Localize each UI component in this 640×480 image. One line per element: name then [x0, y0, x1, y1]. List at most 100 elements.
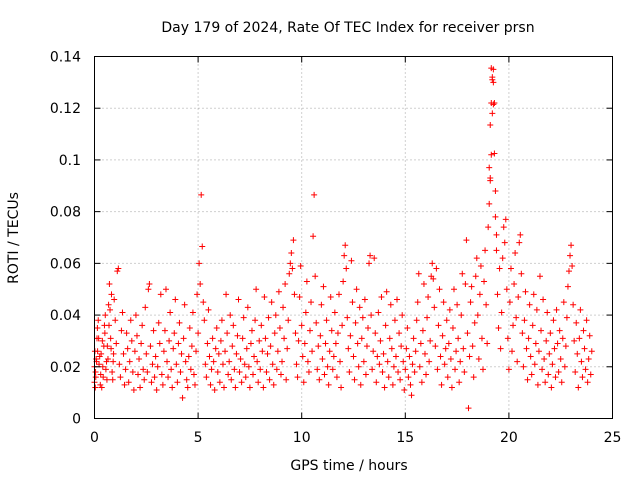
data-point — [196, 260, 203, 267]
data-point — [270, 381, 277, 388]
data-point — [144, 368, 151, 375]
data-point — [207, 381, 214, 388]
data-point — [264, 350, 271, 357]
data-point — [484, 340, 491, 347]
data-point — [301, 340, 308, 347]
data-point — [261, 293, 268, 300]
data-point — [155, 319, 162, 326]
data-point — [219, 361, 226, 368]
data-point — [520, 363, 527, 370]
data-point — [259, 348, 266, 355]
data-point — [95, 317, 102, 324]
data-point — [425, 293, 432, 300]
data-point — [149, 361, 156, 368]
data-point — [174, 379, 181, 386]
data-point — [222, 348, 229, 355]
data-point — [280, 304, 287, 311]
data-point — [367, 252, 374, 259]
data-point — [568, 242, 575, 249]
data-point — [293, 361, 300, 368]
data-point — [348, 257, 355, 264]
data-point — [488, 100, 495, 107]
data-point — [154, 363, 161, 370]
data-point — [99, 337, 106, 344]
data-point — [263, 368, 270, 375]
data-point — [193, 348, 200, 355]
data-point — [548, 384, 555, 391]
data-point — [359, 314, 366, 321]
data-point — [156, 340, 163, 347]
data-point — [490, 66, 497, 73]
data-point — [404, 325, 411, 331]
data-point — [274, 348, 281, 355]
data-point — [585, 356, 592, 363]
data-point — [454, 301, 461, 308]
data-point — [567, 252, 574, 259]
data-point — [240, 314, 247, 321]
data-point — [101, 322, 108, 329]
data-point — [388, 345, 395, 352]
data-point — [543, 337, 550, 344]
data-point — [203, 374, 210, 381]
data-point — [372, 330, 379, 337]
data-point — [558, 379, 565, 386]
data-point — [436, 286, 443, 293]
data-point — [498, 309, 505, 316]
data-point — [502, 216, 509, 223]
data-point — [560, 299, 567, 306]
data-point — [409, 361, 416, 368]
data-point — [279, 358, 286, 365]
data-point — [485, 224, 492, 231]
data-point — [387, 301, 394, 308]
data-point — [328, 327, 335, 334]
data-point — [529, 322, 536, 329]
data-point — [492, 213, 499, 220]
data-point — [303, 278, 310, 285]
data-point — [202, 361, 209, 368]
data-point — [124, 345, 131, 352]
data-point — [472, 273, 479, 280]
data-point — [135, 371, 142, 378]
data-point — [470, 374, 477, 381]
data-point — [522, 288, 529, 295]
data-point — [98, 384, 105, 391]
data-point — [225, 371, 232, 378]
data-point — [221, 384, 227, 391]
data-point — [103, 376, 110, 383]
data-point — [375, 309, 382, 316]
data-point — [396, 330, 403, 337]
data-point — [499, 255, 506, 262]
data-point — [569, 262, 576, 269]
data-point — [265, 314, 272, 321]
x-tick-label: 20 — [500, 430, 518, 446]
data-point — [132, 312, 139, 319]
data-point — [231, 366, 238, 373]
data-point — [510, 322, 517, 329]
data-point — [343, 265, 350, 272]
data-point — [493, 231, 500, 238]
data-point — [326, 348, 333, 355]
data-point — [110, 350, 117, 357]
data-point — [152, 353, 159, 360]
data-point — [353, 286, 360, 293]
data-point — [131, 348, 138, 355]
data-point — [577, 306, 584, 313]
data-point — [181, 301, 188, 308]
data-point — [179, 394, 186, 401]
data-point — [317, 332, 324, 339]
data-point — [234, 332, 241, 339]
data-point — [334, 330, 341, 337]
data-point — [300, 379, 307, 386]
data-point — [438, 381, 445, 388]
data-point — [172, 296, 179, 303]
data-point — [272, 312, 279, 319]
data-point — [423, 371, 430, 378]
data-point — [417, 340, 424, 347]
data-point — [269, 361, 276, 368]
data-point — [381, 384, 388, 391]
data-point — [139, 322, 146, 329]
data-point — [376, 361, 383, 368]
data-point — [289, 265, 296, 272]
data-point — [469, 343, 476, 350]
data-point — [190, 371, 197, 378]
